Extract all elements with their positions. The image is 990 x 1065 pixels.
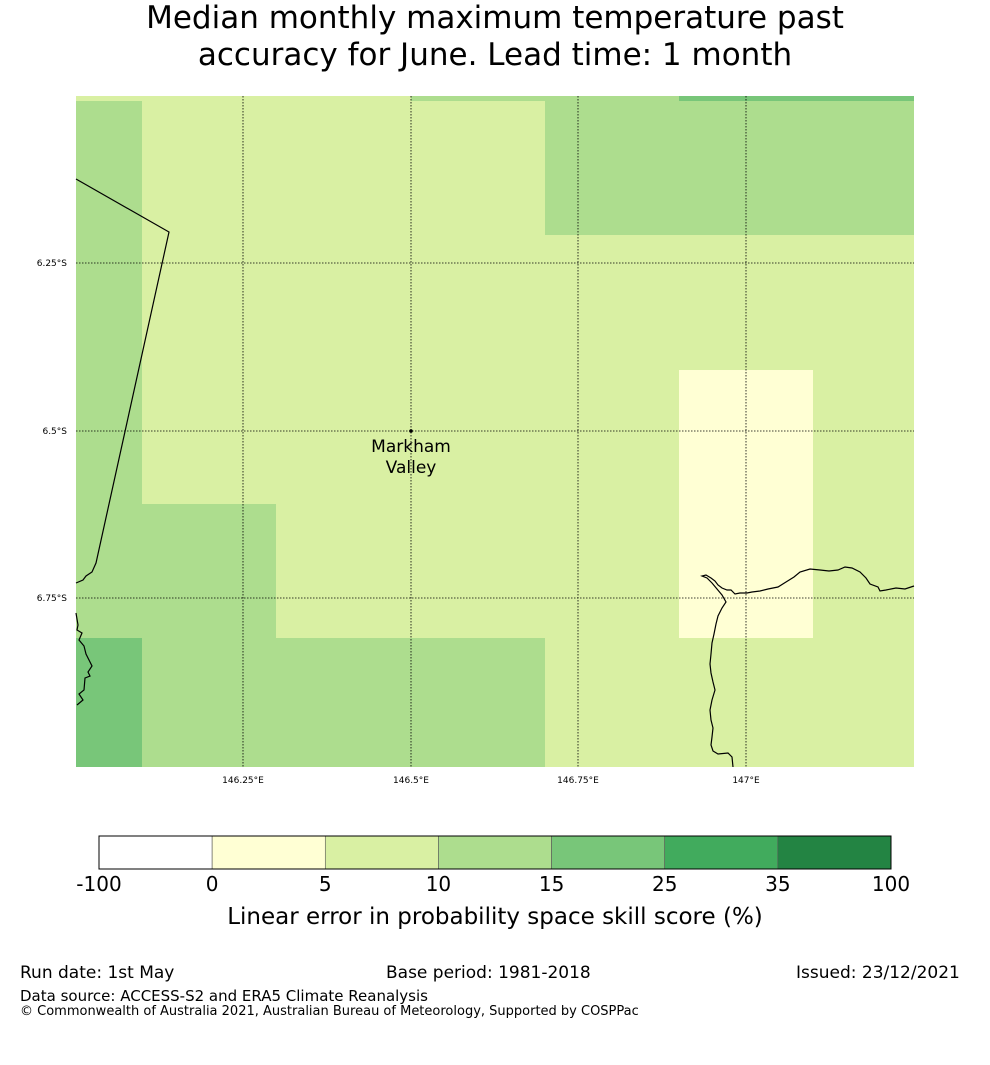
lon-tick-label: 146.5°E — [393, 776, 429, 786]
colorbar-segment — [777, 835, 892, 870]
colorbar-tick-label: 5 — [319, 872, 332, 896]
river-east — [700, 566, 915, 768]
coastline-west — [75, 612, 93, 706]
colorbar-tick-label: 100 — [872, 872, 910, 896]
lat-tick-labels: 6.25°S 6.5°S 6.75°S — [37, 259, 68, 604]
grid-cell — [76, 638, 142, 767]
colorbar-tick-label: 15 — [539, 872, 564, 896]
place-label-line2: Valley — [386, 458, 437, 478]
lat-tick-label: 6.5°S — [42, 427, 67, 437]
grid-cell — [411, 96, 545, 101]
colorbar-labels: -100 0 5 10 15 25 35 100 — [76, 872, 910, 896]
chart-title: Median monthly maximum temperature past … — [0, 0, 990, 74]
gridlines — [76, 96, 914, 767]
place-label-line1: Markham — [371, 437, 451, 457]
grid-cell — [142, 504, 276, 638]
colorbar-segment — [98, 835, 213, 870]
colorbar-frame — [98, 835, 892, 870]
lon-tick-label: 146.25°E — [222, 776, 264, 786]
colorbar-segments — [98, 835, 892, 870]
border-line — [75, 178, 170, 584]
colorbar-tick-label: 10 — [426, 872, 451, 896]
title-line-2: accuracy for June. Lead time: 1 month — [197, 37, 793, 73]
grid-cell — [545, 96, 914, 235]
colorbar-segment — [438, 835, 552, 870]
data-source: Data source: ACCESS-S2 and ERA5 Climate … — [20, 987, 428, 1005]
colorbar-segment — [664, 835, 779, 870]
grid-cell — [142, 638, 545, 767]
title-line-1: Median monthly maximum temperature past — [146, 0, 844, 36]
colorbar-tick-label: -100 — [76, 872, 121, 896]
copyright: © Commonwealth of Australia 2021, Austra… — [20, 1004, 639, 1019]
skill-map: Markham Valley 6.25°S 6.5°S 6.75°S 146.2… — [37, 96, 915, 786]
grid-cell — [76, 101, 142, 638]
colorbar-tick-label: 0 — [206, 872, 219, 896]
base-period: Base period: 1981-2018 — [386, 963, 591, 983]
lon-tick-labels: 146.25°E 146.5°E 146.75°E 147°E — [222, 776, 760, 786]
boundaries — [75, 178, 915, 768]
location-marker — [409, 429, 413, 433]
colorbar-tick-label: 25 — [652, 872, 677, 896]
lat-tick-label: 6.75°S — [37, 594, 68, 604]
colorbar-segment — [551, 835, 666, 870]
colorbar-segment — [324, 835, 439, 870]
lon-tick-label: 146.75°E — [557, 776, 599, 786]
grid-cell — [679, 96, 914, 101]
lat-tick-label: 6.25°S — [37, 259, 68, 269]
lon-tick-label: 147°E — [732, 776, 760, 786]
issued-date: Issued: 23/12/2021 — [796, 963, 960, 983]
colorbar-caption: Linear error in probability space skill … — [227, 904, 763, 930]
colorbar-segment — [211, 835, 326, 870]
colorbar: -100 0 5 10 15 25 35 100 Linear error in probab… — [76, 835, 910, 930]
colorbar-tick-label: 35 — [765, 872, 790, 896]
run-date: Run date: 1st May — [20, 963, 175, 983]
skill-grid — [76, 96, 914, 767]
